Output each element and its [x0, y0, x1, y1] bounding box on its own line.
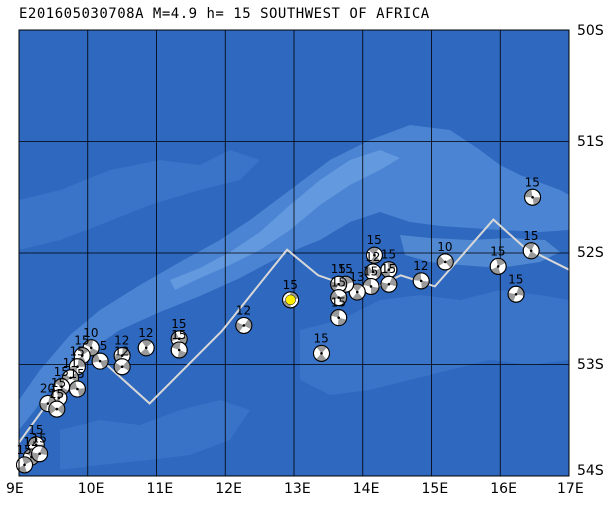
- lon-tick-label: 10E: [77, 481, 105, 497]
- event-beachball: 15: [330, 296, 348, 327]
- depth-label: 15: [508, 272, 523, 286]
- depth-label: 15: [366, 233, 381, 247]
- depth-label: 15: [74, 334, 89, 348]
- event-beachball: 15: [522, 229, 540, 260]
- map-frame: [18, 29, 570, 477]
- depth-label: 10: [83, 326, 98, 340]
- depth-label: 15: [171, 328, 186, 342]
- lat-tick-label: 50S: [577, 23, 604, 39]
- lon-tick-label: 15E: [421, 481, 449, 497]
- depth-label: 15: [32, 432, 47, 446]
- depth-label: 12: [23, 435, 38, 449]
- lon-tick-label: 12E: [215, 481, 242, 497]
- depth-label: 15: [69, 345, 84, 359]
- event-beachball: 12: [137, 326, 155, 357]
- event-beachball: 15: [524, 175, 542, 206]
- depth-label: 12: [114, 334, 129, 348]
- depth-label: 15: [331, 276, 346, 290]
- depth-label: 12: [114, 345, 129, 359]
- depth-label: 15: [490, 244, 505, 258]
- depth-label: 15: [331, 296, 346, 310]
- event-beachball: 15: [313, 331, 330, 362]
- event-beachball: 12: [412, 259, 430, 290]
- lat-tick-label: 53S: [577, 356, 604, 373]
- event-beachball: 15: [31, 432, 49, 463]
- event-beachball: 15: [380, 262, 398, 293]
- event-beachball: 15: [330, 262, 348, 293]
- depth-label: 15: [49, 387, 64, 401]
- lon-tick-label: 11E: [146, 481, 174, 497]
- main-event-beachball: 15: [282, 278, 300, 309]
- lat-tick-label: 52S: [577, 245, 604, 261]
- lon-tick-label: 17E: [557, 481, 584, 497]
- depth-label: 15: [338, 262, 353, 276]
- depth-label: 12: [138, 326, 153, 340]
- depth-label: 15: [171, 317, 186, 331]
- depth-label: 15: [525, 175, 540, 189]
- event-beachball: 15: [68, 367, 86, 398]
- depth-label: 15: [381, 248, 396, 262]
- event-beachball: 15: [330, 276, 348, 307]
- depth-label: 15: [283, 278, 298, 292]
- event-beachball: 15: [380, 248, 398, 279]
- depth-label: 15: [69, 367, 84, 381]
- lat-tick-label: 51S: [577, 133, 604, 150]
- depth-label: 15: [17, 443, 32, 457]
- event-beachball: 10: [436, 240, 454, 271]
- depth-label: 12: [413, 259, 428, 273]
- map-title: E201605030708A M=4.9 h= 15 SOUTHWEST OF …: [19, 6, 430, 22]
- depth-label: 15: [54, 365, 69, 379]
- depth-label: 15: [381, 262, 396, 276]
- main-event-marker: [285, 294, 296, 306]
- lat-tick-label: 54S: [577, 463, 604, 479]
- event-beachball: 15: [16, 443, 33, 474]
- depth-label: 15: [523, 229, 538, 243]
- event-beachball: 15: [365, 233, 383, 264]
- lon-tick-label: 16E: [490, 481, 517, 497]
- depth-label: 20: [40, 382, 55, 396]
- depth-label: 15: [28, 423, 43, 437]
- lon-tick-label: 9E: [6, 481, 24, 497]
- depth-label: 10: [437, 240, 452, 254]
- depth-label: 15: [363, 264, 378, 278]
- lon-tick-label: 13E: [284, 481, 311, 497]
- event-beachball: 15: [170, 328, 188, 359]
- lon-tick-label: 14E: [352, 481, 380, 497]
- depth-label: 12: [365, 250, 380, 264]
- depth-label: 15: [314, 331, 329, 345]
- event-beachball: 15: [489, 244, 507, 275]
- depth-label: 11: [63, 356, 78, 370]
- event-beachball: 15: [362, 264, 380, 295]
- depth-label: 12: [236, 303, 251, 317]
- event-beachball: 12: [235, 303, 253, 334]
- depth-label: 15: [51, 376, 66, 390]
- event-beachball: 15: [48, 387, 66, 418]
- focal-mechanisms: 1515151510121515151215131515151515151215…: [16, 175, 542, 474]
- depth-label: 15: [331, 262, 346, 276]
- event-beachball: 15: [507, 272, 525, 303]
- event-beachball: 12: [113, 345, 131, 376]
- event-beachball: 12: [364, 250, 382, 281]
